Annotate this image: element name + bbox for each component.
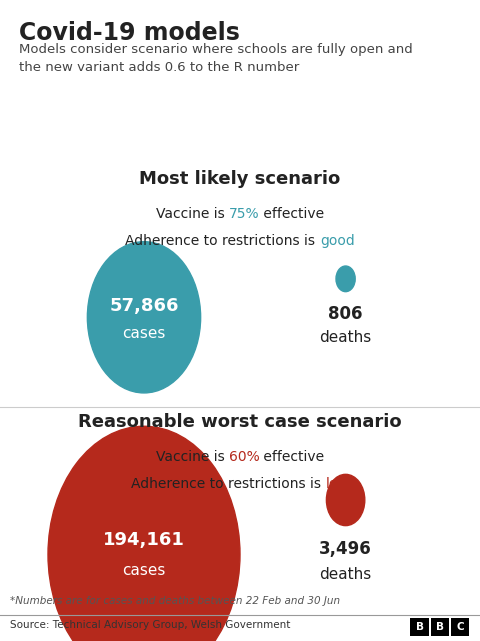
Text: Covid-19 models: Covid-19 models <box>19 21 240 44</box>
Text: 75%: 75% <box>228 207 259 221</box>
Text: Vaccine is: Vaccine is <box>156 450 228 464</box>
Circle shape <box>87 242 201 393</box>
Circle shape <box>326 474 365 526</box>
Text: Most likely scenario: Most likely scenario <box>139 170 341 188</box>
Text: 57,866: 57,866 <box>109 297 179 315</box>
Text: 3,496: 3,496 <box>319 540 372 558</box>
Text: 806: 806 <box>328 305 363 323</box>
Text: Adherence to restrictions is: Adherence to restrictions is <box>125 234 320 248</box>
Text: cases: cases <box>122 563 166 578</box>
Text: C: C <box>456 622 464 632</box>
Text: Models consider scenario where schools are fully open and
the new variant adds 0: Models consider scenario where schools a… <box>19 43 413 74</box>
Text: deaths: deaths <box>320 567 372 583</box>
Text: *Numbers are for cases and deaths between 22 Feb and 30 Jun: *Numbers are for cases and deaths betwee… <box>10 596 340 606</box>
Text: 194,161: 194,161 <box>103 531 185 549</box>
Text: effective: effective <box>259 207 324 221</box>
Text: good: good <box>320 234 355 248</box>
Text: effective: effective <box>259 450 324 464</box>
Text: 60%: 60% <box>228 450 259 464</box>
FancyBboxPatch shape <box>451 618 469 636</box>
Text: Source: Technical Advisory Group, Welsh Government: Source: Technical Advisory Group, Welsh … <box>10 620 290 630</box>
Text: B: B <box>416 622 423 632</box>
Circle shape <box>48 426 240 641</box>
Text: deaths: deaths <box>320 330 372 345</box>
Text: B: B <box>436 622 444 632</box>
Text: Vaccine is: Vaccine is <box>156 207 228 221</box>
Text: Adherence to restrictions is: Adherence to restrictions is <box>131 477 325 491</box>
Text: low: low <box>325 477 349 491</box>
Circle shape <box>336 266 355 292</box>
FancyBboxPatch shape <box>431 618 449 636</box>
Text: cases: cases <box>122 326 166 341</box>
Text: Reasonable worst case scenario: Reasonable worst case scenario <box>78 413 402 431</box>
FancyBboxPatch shape <box>410 618 429 636</box>
